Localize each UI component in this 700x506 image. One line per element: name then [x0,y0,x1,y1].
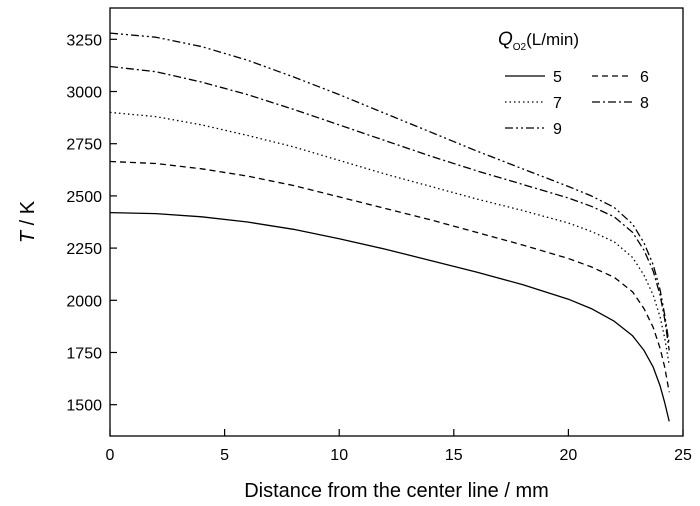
x-axis-ticks: 0 5 10 15 20 25 [106,429,692,464]
legend-label-9: 9 [553,121,562,138]
y-axis-unit: / K [17,200,39,231]
y-tick-label: 2250 [66,241,102,258]
x-tick-label: 5 [220,447,229,464]
x-tick-label: 10 [330,447,348,464]
series-line-9 [109,32,670,345]
x-tick-label: 15 [445,447,463,464]
legend-label-8: 8 [640,95,649,112]
legend-label-7: 7 [553,95,562,112]
legend-label-5: 5 [553,69,562,86]
series-line-8 [109,65,670,351]
y-tick-label: 3250 [66,32,102,49]
series-line-7 [109,111,670,366]
y-axis-ticks: 1500 1750 2000 2250 2500 2750 3000 3250 [66,32,117,415]
y-tick-label: 2500 [66,189,102,206]
y-axis-title: T / K [17,200,39,243]
x-tick-label: 25 [674,447,692,464]
y-tick-label: 2000 [66,293,102,310]
legend-title-subscript: O2 [513,42,527,53]
y-tick-label: 1500 [66,398,102,415]
x-axis-title: Distance from the center line / mm [244,480,549,502]
legend-label-6: 6 [640,69,649,86]
legend: QO2(L/min) 5 6 7 8 9 [498,29,649,138]
series-lines [109,32,670,422]
legend-entries: 5 6 7 8 9 [505,69,649,138]
x-tick-label: 0 [106,447,115,464]
series-line-6 [109,160,670,393]
legend-title: QO2(L/min) [498,29,579,53]
series-line-5 [109,211,670,422]
y-axis-symbol: T [17,229,39,243]
x-tick-label: 20 [560,447,578,464]
plot-area-frame [109,7,684,437]
y-tick-label: 2750 [66,137,102,154]
legend-title-symbol: Q [498,29,513,50]
y-tick-label: 1750 [66,345,102,362]
legend-title-unit: (L/min) [526,30,579,49]
y-tick-label: 3000 [66,85,102,102]
